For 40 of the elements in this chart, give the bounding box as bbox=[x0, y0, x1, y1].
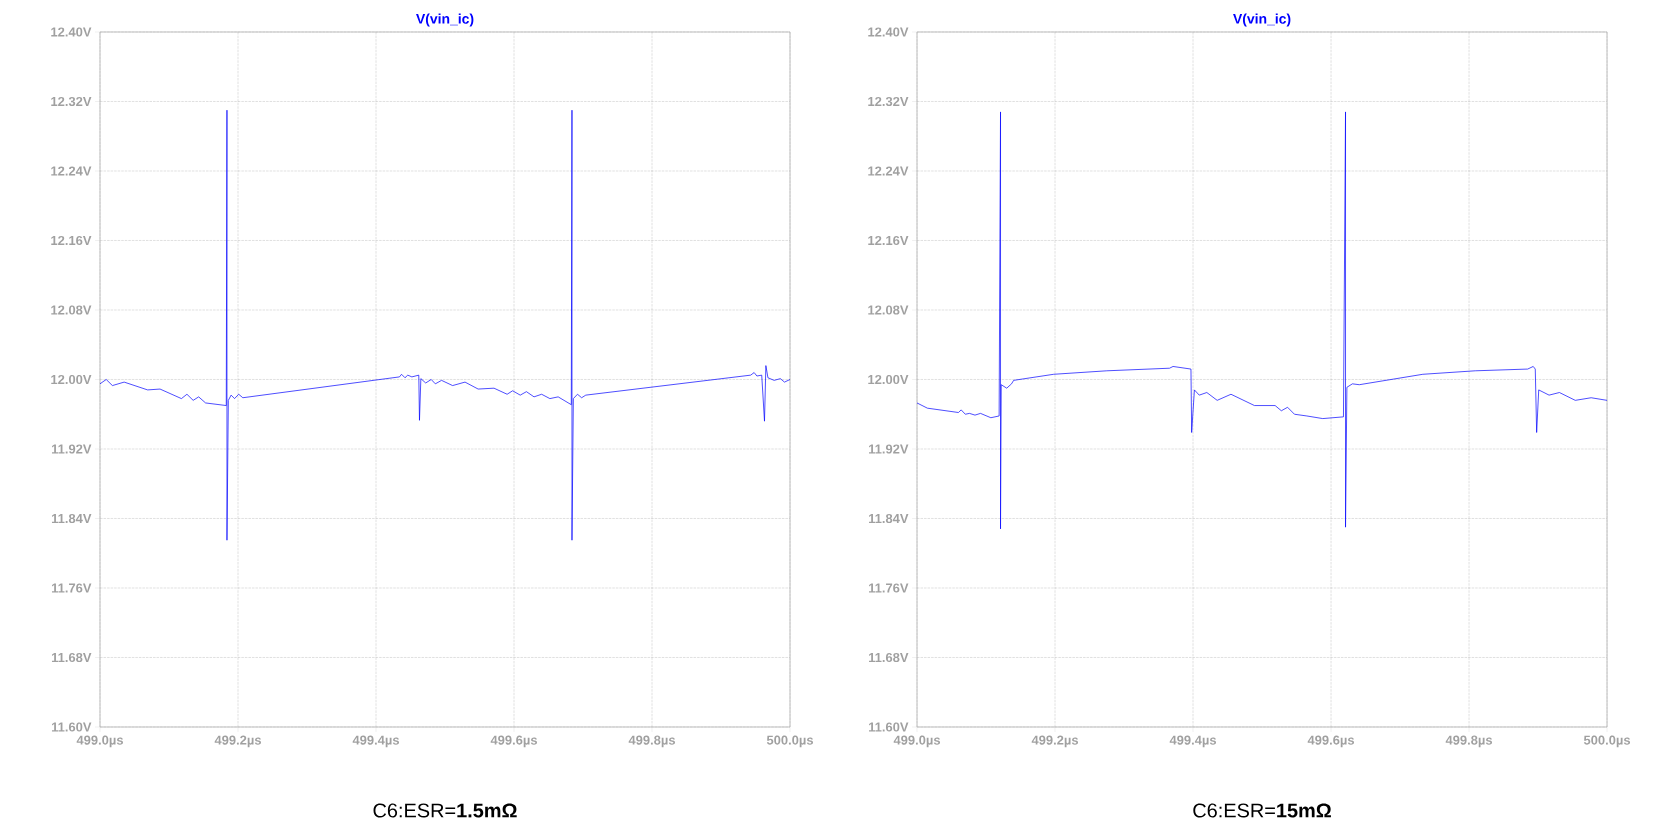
y-tick-label: 12.00V bbox=[51, 374, 92, 385]
text: C6:ESR=1.5mΩ bbox=[373, 803, 517, 818]
y-tick-label: 11.60V bbox=[869, 722, 909, 732]
y-tick-label: 12.00V bbox=[868, 374, 909, 385]
y-tick-label: 12.40V bbox=[51, 27, 92, 37]
x-tick-label: 499.8µs bbox=[1445, 735, 1493, 748]
y-tick-label: 12.40V bbox=[868, 27, 909, 37]
x-tick-label: 499.8µs bbox=[628, 735, 676, 748]
x-tick-label: 499.2µs bbox=[214, 735, 261, 748]
chart-title: V(vin_ic) bbox=[1233, 13, 1291, 27]
x-tick-label: 499.4µs bbox=[1169, 735, 1217, 748]
x-tick-label: 499.0µs bbox=[76, 735, 123, 748]
x-tick-label: 499.6µs bbox=[490, 735, 538, 748]
y-tick-label: 12.32V bbox=[868, 96, 909, 107]
y-tick-label: 11.92V bbox=[51, 444, 92, 454]
y-tick-label: 12.08V bbox=[51, 305, 92, 315]
y-tick-label: 12.24V bbox=[868, 166, 909, 176]
x-tick-label: 500.0µs bbox=[1583, 735, 1631, 748]
y-tick-label: 12.16V bbox=[868, 235, 909, 246]
line-series bbox=[916, 111, 1608, 530]
y-tick-label: 11.92V bbox=[869, 444, 909, 454]
y-tick-label: 12.08V bbox=[868, 305, 909, 315]
y-tick-label: 12.24V bbox=[51, 166, 92, 176]
chart-title: V(vin_ic) bbox=[416, 13, 474, 27]
y-tick-label: 12.16V bbox=[51, 235, 92, 246]
y-tick-label: 11.84V bbox=[51, 513, 92, 524]
y-tick-label: 11.68V bbox=[869, 652, 909, 663]
y-tick-label: 11.68V bbox=[51, 652, 92, 663]
y-tick-label: 11.76V bbox=[869, 583, 909, 593]
y-tick-label: 12.32V bbox=[51, 96, 92, 107]
x-tick-label: 499.2µs bbox=[1031, 735, 1079, 748]
x-tick-label: 499.4µs bbox=[352, 735, 400, 748]
y-tick-label: 11.84V bbox=[869, 513, 909, 524]
text: C6:ESR=15mΩ bbox=[1193, 803, 1331, 818]
x-tick-label: 500.0µs bbox=[766, 735, 814, 748]
y-tick-label: 11.76V bbox=[51, 583, 92, 593]
y-tick-label: 11.60V bbox=[51, 722, 92, 732]
x-tick-label: 499.0µs bbox=[893, 735, 941, 748]
line-series bbox=[99, 109, 791, 541]
x-tick-label: 499.6µs bbox=[1307, 735, 1355, 748]
